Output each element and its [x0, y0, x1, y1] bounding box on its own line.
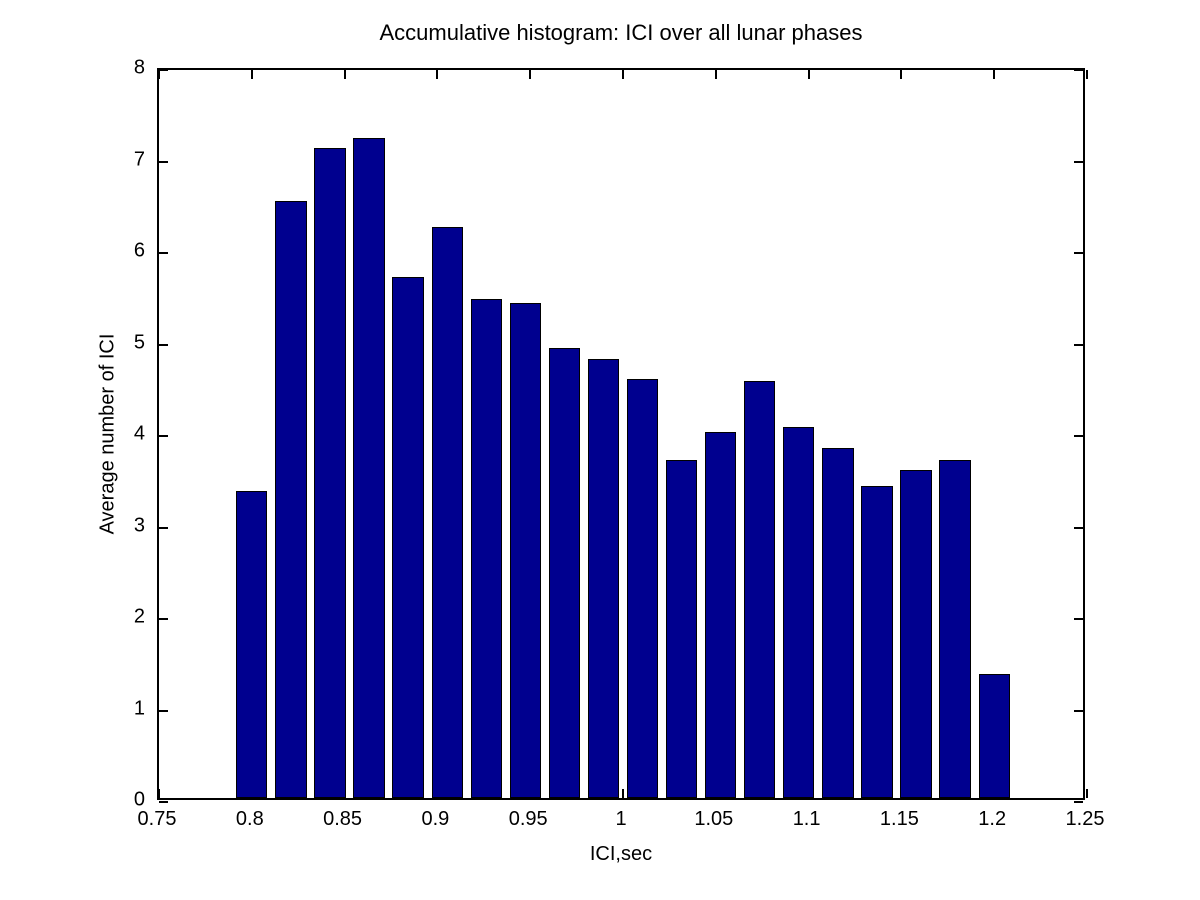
x-tick-label: 0.8	[235, 808, 264, 830]
histogram-bar	[900, 470, 932, 798]
axis-tick	[158, 789, 160, 798]
y-tick-label: 1	[133, 697, 145, 719]
axis-tick	[159, 252, 168, 254]
axis-tick	[900, 70, 903, 79]
axis-tick	[1086, 789, 1088, 798]
axis-tick	[436, 70, 439, 79]
axis-tick	[1074, 709, 1083, 712]
x-tick-label: 0.75	[137, 808, 177, 830]
x-tick-label: 1.2	[978, 808, 1007, 830]
axis-tick	[622, 70, 624, 79]
axis-tick	[622, 789, 624, 798]
y-tick-label: 7	[133, 148, 145, 170]
y-tick-label: 5	[133, 331, 145, 353]
histogram-bar	[509, 303, 541, 798]
histogram-bar	[626, 378, 659, 798]
axis-tick	[159, 69, 168, 71]
axis-tick	[159, 160, 168, 163]
axis-tick	[714, 70, 717, 79]
axis-tick	[159, 801, 168, 803]
axis-tick	[159, 343, 168, 346]
y-tick-label: 3	[133, 514, 145, 536]
axis-tick	[343, 70, 346, 79]
axis-tick	[250, 70, 253, 79]
histogram-bar	[744, 380, 776, 798]
histogram-bar	[704, 432, 737, 798]
axis-tick	[1074, 69, 1083, 71]
histogram-bar	[822, 448, 854, 798]
bars-layer	[159, 70, 1083, 798]
histogram-bar	[392, 277, 424, 798]
x-tick-label: 1.15	[879, 808, 919, 830]
axis-tick	[159, 435, 168, 437]
axis-tick	[1074, 618, 1083, 620]
axis-tick	[1074, 343, 1083, 346]
histogram-bar	[314, 148, 346, 798]
x-tick-label: 0.95	[508, 808, 548, 830]
histogram-bar	[587, 358, 620, 798]
histogram-bar	[275, 201, 307, 798]
histogram-bar	[470, 299, 502, 798]
axis-tick	[159, 526, 168, 529]
histogram-bar	[666, 460, 698, 798]
histogram-bar	[939, 460, 971, 798]
chart-title: Accumulative histogram: ICI over all lun…	[379, 20, 863, 45]
axis-tick	[1074, 801, 1083, 803]
histogram-bar	[431, 227, 463, 798]
y-tick-label: 0	[133, 788, 145, 811]
axis-tick	[1074, 526, 1083, 529]
axis-tick	[993, 70, 996, 79]
axis-tick	[807, 70, 810, 79]
x-tick-label: 1.25	[1065, 808, 1105, 830]
y-tick-label: 2	[133, 605, 145, 628]
axis-tick	[158, 70, 160, 79]
axis-tick	[159, 709, 168, 712]
histogram-bar	[861, 486, 893, 798]
axis-tick	[1086, 70, 1088, 79]
y-axis-label: Average number of ICI	[96, 333, 119, 535]
y-tick-label: 6	[133, 239, 145, 262]
axis-tick	[1074, 160, 1083, 163]
histogram-bar	[548, 347, 580, 798]
axis-tick	[1074, 252, 1083, 254]
y-tick-label: 8	[133, 56, 145, 79]
x-tick-label: 0.9	[421, 808, 450, 830]
histogram-bar	[978, 674, 1010, 798]
x-tick-label: 1.05	[694, 808, 734, 830]
x-tick-label: 1.1	[792, 808, 821, 830]
x-tick-label: 1	[615, 808, 627, 830]
histogram-bar	[236, 491, 268, 798]
axis-tick	[159, 618, 168, 620]
axis-tick	[529, 70, 532, 79]
histogram-bar	[783, 426, 815, 798]
histogram-bar	[353, 138, 385, 798]
plot-area	[157, 68, 1088, 803]
x-axis-label: ICI,sec	[589, 843, 653, 865]
axis-tick	[1074, 435, 1083, 437]
x-tick-label: 0.85	[323, 808, 363, 830]
y-tick-label: 4	[133, 422, 145, 445]
